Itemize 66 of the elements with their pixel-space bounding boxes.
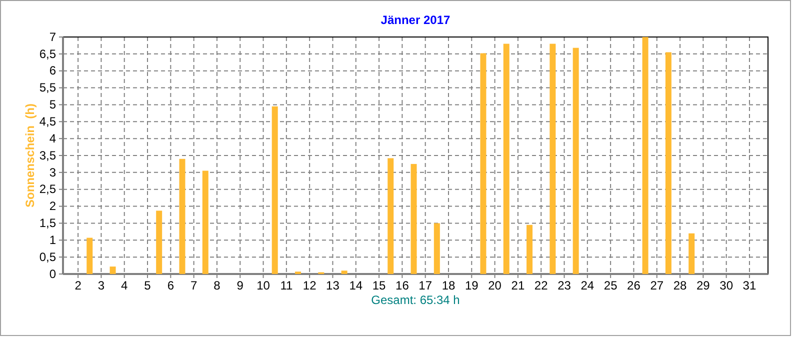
x-tick-label: 22: [534, 278, 548, 293]
x-tick-label: 13: [326, 278, 340, 293]
bar: [688, 233, 695, 274]
y-tick-label: 3: [49, 165, 56, 180]
x-tick-label: 18: [442, 278, 456, 293]
bar: [86, 238, 93, 274]
bar: [179, 158, 186, 274]
bar: [272, 106, 278, 274]
bar: [526, 224, 533, 274]
y-tick-label: 6: [49, 64, 56, 78]
y-tick-label: 5: [49, 98, 56, 112]
x-tick-label: 31: [742, 278, 756, 293]
bar: [434, 223, 440, 274]
y-tick-label: 3,5: [39, 148, 56, 162]
bar: [572, 48, 579, 274]
y-tick-label: 7: [49, 30, 56, 44]
bar: [642, 37, 648, 274]
x-tick-label: 2: [74, 278, 82, 293]
x-tick-label: 3: [98, 278, 105, 293]
bar: [503, 44, 510, 274]
x-tick-label: 12: [302, 278, 317, 293]
y-tick-label: 0: [49, 266, 56, 281]
x-tick-label: 17: [418, 278, 432, 293]
x-tick-label: 28: [673, 278, 688, 293]
y-tick-label: 2: [49, 199, 56, 214]
x-tick-label: 21: [511, 278, 525, 293]
x-tick-label: 26: [627, 278, 641, 293]
x-tick-label: 24: [580, 278, 594, 293]
x-tick-label: 27: [650, 278, 664, 293]
x-tick-label: 9: [236, 278, 244, 293]
x-tick-label: 10: [256, 278, 270, 293]
bar: [410, 164, 417, 274]
y-tick-label: 4,5: [39, 114, 56, 128]
y-tick-label: 5,5: [39, 80, 56, 95]
bar: [665, 52, 672, 274]
x-tick-label: 11: [280, 278, 293, 293]
x-tick-label: 14: [349, 278, 363, 293]
y-tick-label: 1,5: [39, 216, 56, 230]
x-tick-label: 29: [696, 278, 710, 293]
y-tick-label: 1: [49, 232, 56, 247]
x-tick-label: 5: [144, 278, 152, 293]
y-tick-label: 4: [49, 131, 56, 146]
x-tick-label: 6: [167, 278, 174, 293]
x-tick-label: 25: [604, 278, 618, 293]
x-tick-label: 8: [214, 278, 221, 293]
x-tick-label: 15: [372, 278, 386, 293]
text: Gesamt: 65:34 h: [371, 293, 460, 307]
x-tick-label: 16: [396, 278, 410, 293]
x-tick-label: 4: [121, 278, 128, 293]
y-tick-label: 2,5: [39, 182, 56, 196]
y-tick-label: 0,5: [39, 250, 56, 264]
bar: [110, 266, 116, 274]
x-tick-label: 7: [190, 278, 198, 293]
bar: [550, 44, 556, 274]
bar: [388, 158, 394, 274]
x-tick-label: 30: [720, 278, 734, 293]
bar: [480, 53, 486, 274]
x-tick-label: 19: [464, 278, 479, 293]
bar: [202, 170, 208, 274]
chart-title: Jänner 2017: [380, 13, 451, 27]
bar: [341, 270, 348, 274]
y-tick-label: 6,5: [39, 46, 56, 61]
y-axis-title: Sonnenschein (h): [23, 103, 37, 208]
x-tick-label: 23: [558, 278, 572, 293]
bar: [156, 210, 162, 274]
x-tick-label: 20: [488, 278, 502, 293]
